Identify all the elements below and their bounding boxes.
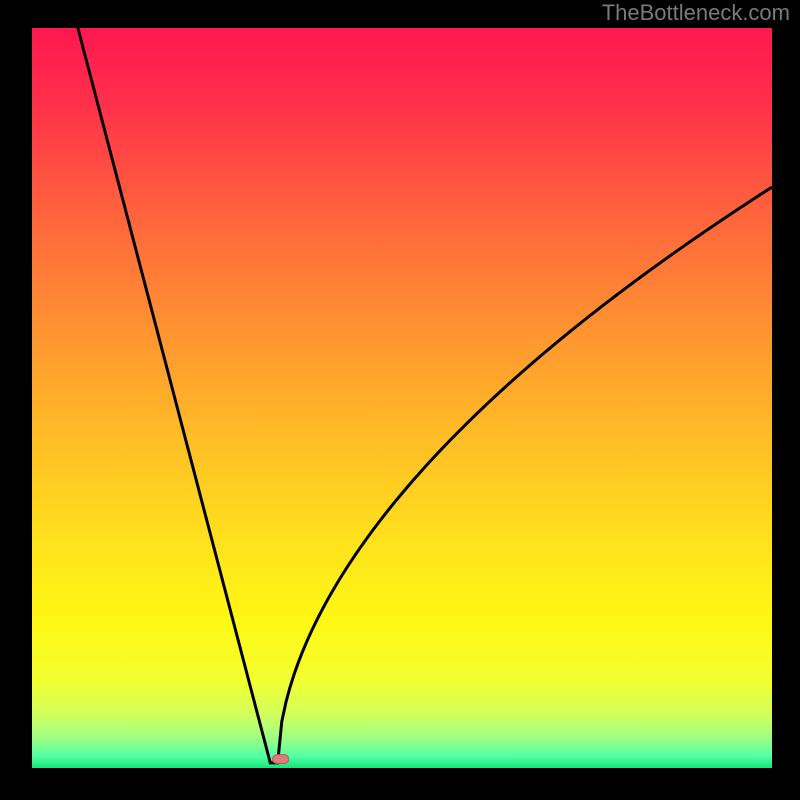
chart-svg (32, 28, 772, 768)
chart-container: TheBottleneck.com (0, 0, 800, 800)
plot-area (32, 28, 772, 768)
chart-background (32, 28, 772, 768)
watermark-text: TheBottleneck.com (602, 0, 790, 26)
current-point-marker (273, 755, 289, 764)
